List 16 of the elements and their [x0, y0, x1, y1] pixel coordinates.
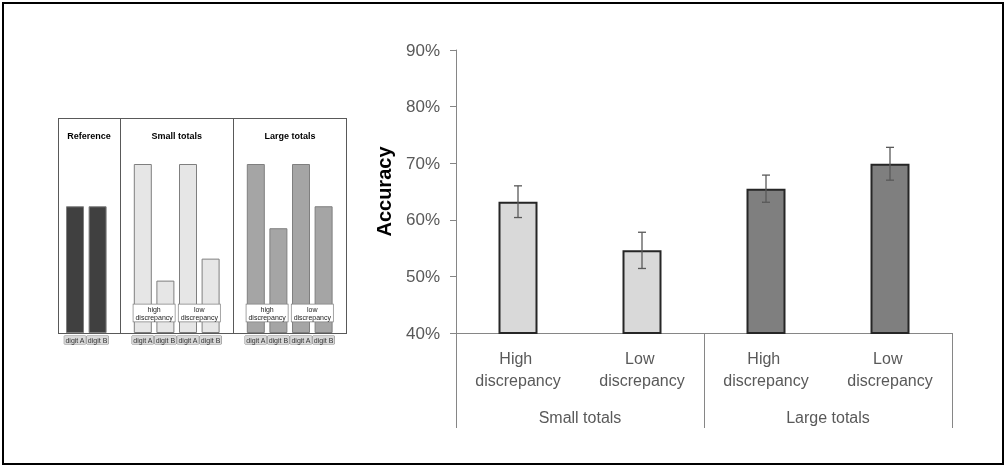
x-tick-label: High discrepancy [723, 349, 809, 389]
y-tick-label: 90% [405, 40, 440, 60]
y-tick-label: 60% [405, 210, 440, 230]
x-tick-label: Low discrepancy [599, 349, 685, 389]
x-tick-label: High discrepancy [475, 349, 561, 389]
y-axis-title: Accuracy [373, 145, 395, 237]
text: Reference [67, 131, 111, 141]
text: Large totals [264, 131, 316, 141]
y-tick-label: 40% [405, 323, 440, 343]
x-tick-label: Low discrepancy [847, 349, 933, 389]
text: Large totals [786, 408, 870, 426]
y-tick-label: 50% [405, 266, 440, 286]
text: Small totals [538, 408, 622, 426]
y-tick-label: 80% [405, 97, 440, 117]
text: Small totals [151, 131, 202, 141]
y-tick-label: 70% [405, 153, 440, 173]
